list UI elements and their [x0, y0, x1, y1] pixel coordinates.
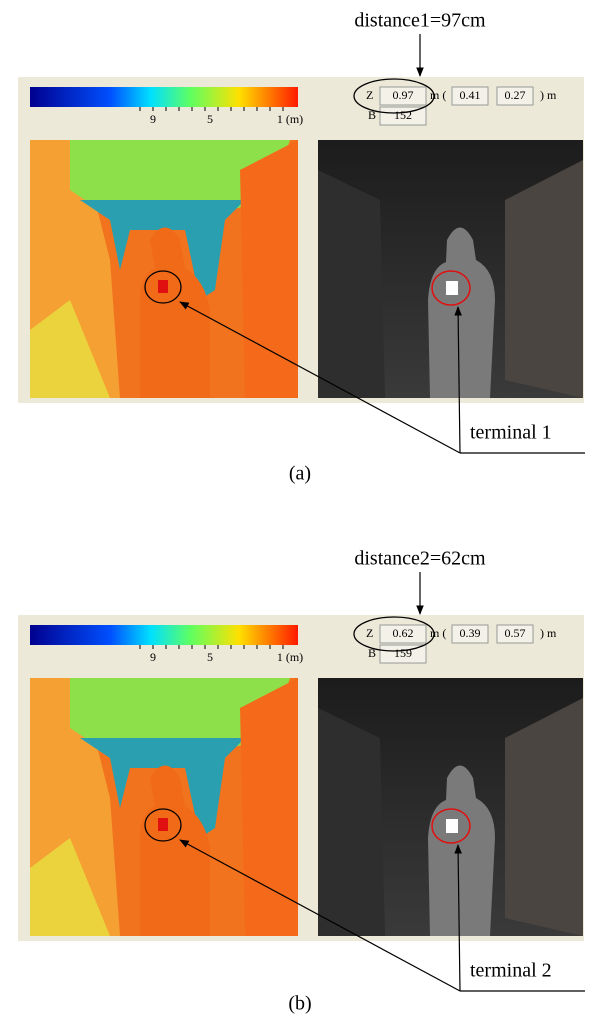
z-value: 0.57: [505, 626, 526, 640]
unit-close: ) m: [540, 88, 557, 102]
colorbar-label: 9: [150, 112, 156, 126]
colorbar-label: 1 (m): [277, 112, 303, 126]
figure: distance1=97cm951 (m)Z0.970.410.27m () m…: [0, 0, 600, 1027]
colorbar-label: 5: [207, 112, 213, 126]
z-value: 0.97: [393, 88, 414, 102]
page: {"panels": [ {"distance_label": "distanc…: [0, 0, 600, 1027]
unit-close: ) m: [540, 626, 557, 640]
terminal-spot: [158, 818, 168, 831]
gray-left-wall: [318, 170, 385, 398]
gray-left-wall: [318, 708, 385, 936]
gray-right-wall: [505, 160, 583, 398]
z-value: 0.39: [460, 626, 481, 640]
terminal-label: terminal 2: [470, 960, 552, 982]
z-value: 0.27: [505, 88, 526, 102]
gray-image: [318, 678, 583, 936]
colorbar: [30, 625, 298, 645]
terminal-label: terminal 1: [470, 422, 552, 444]
distance-label: distance2=62cm: [354, 548, 486, 570]
colorbar-label: 5: [207, 650, 213, 664]
b-value: 152: [394, 108, 412, 122]
colorbar: [30, 87, 298, 107]
caption: (b): [288, 993, 311, 1015]
z-label: Z: [366, 626, 373, 640]
colorbar-label: 1 (m): [277, 650, 303, 664]
depth-right-wall: [240, 140, 298, 398]
gray-right-wall: [505, 698, 583, 936]
depth-image: [30, 140, 298, 398]
terminal-spot: [158, 280, 168, 293]
z-value: 0.41: [460, 88, 481, 102]
distance-label: distance1=97cm: [354, 10, 486, 32]
b-value: 159: [394, 646, 412, 660]
z-label: Z: [366, 88, 373, 102]
z-value: 0.62: [393, 626, 414, 640]
depth-right-wall: [240, 678, 298, 936]
depth-image: [30, 678, 298, 936]
gray-terminal: [446, 819, 458, 833]
gray-terminal: [446, 281, 458, 295]
caption: (a): [289, 463, 311, 485]
colorbar-label: 9: [150, 650, 156, 664]
gray-image: [318, 140, 583, 398]
